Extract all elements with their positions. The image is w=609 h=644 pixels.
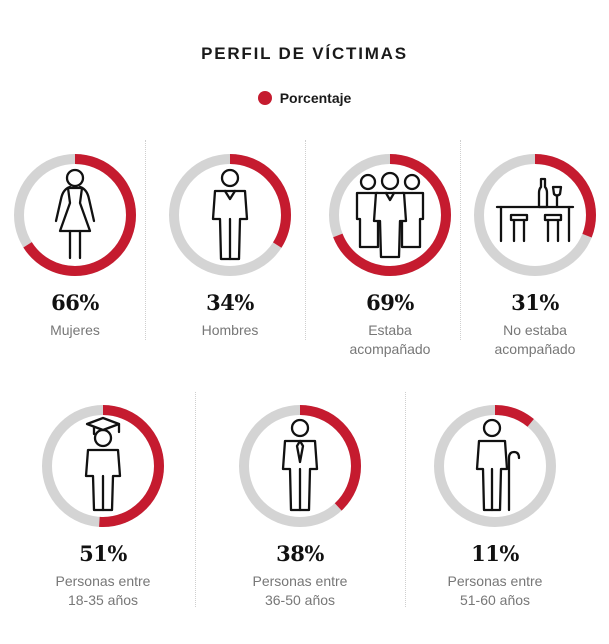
category-label: Mujeres [50, 322, 100, 338]
donut-value-arc [239, 405, 361, 527]
bar-icon [495, 177, 575, 243]
donut-chart [434, 405, 556, 527]
donut-item: 34% Hombres [160, 149, 300, 340]
donut-item: 38% Personas entre 36-50 años [230, 400, 370, 610]
elderly-icon [475, 418, 521, 512]
divider [195, 392, 196, 607]
legend: Porcentaje [0, 90, 609, 106]
percentage-value: 34% [206, 290, 254, 315]
category-label: Personas entre 36-50 años [252, 573, 348, 608]
donut-value-arc [329, 154, 451, 276]
businessman-icon [281, 418, 319, 512]
category-label: Estaba acompañado [349, 322, 431, 357]
divider [405, 392, 406, 607]
donut-chart [239, 405, 361, 527]
woman-icon [54, 168, 96, 260]
donut-item: 31% No estaba acompañado [465, 149, 605, 359]
donut-value-arc [169, 154, 291, 276]
chart-title: PERFIL DE VÍCTIMAS [201, 44, 408, 63]
donut-item: 11% Personas entre 51-60 años [425, 400, 565, 610]
graduate-icon [84, 416, 122, 512]
percentage-value: 51% [79, 541, 127, 566]
donut-item: 69% Estaba acompañado [320, 149, 460, 359]
divider [145, 140, 146, 340]
percentage-value: 31% [511, 290, 559, 315]
category-label: Personas entre 18-35 años [55, 573, 151, 608]
category-label: Hombres [201, 322, 259, 338]
group-icon [355, 171, 425, 259]
donut-chart [169, 154, 291, 276]
donut-value-arc [14, 154, 136, 276]
donut-chart [14, 154, 136, 276]
donut-track [434, 405, 556, 527]
donut-item: 51% Personas entre 18-35 años [33, 400, 173, 610]
donut-chart [474, 154, 596, 276]
donut-value-arc [474, 154, 596, 276]
percentage-value: 69% [366, 290, 414, 315]
divider [305, 140, 306, 340]
donut-item: 66% Mujeres [5, 149, 145, 340]
percentage-value: 11% [471, 541, 519, 566]
divider [460, 140, 461, 340]
man-icon [211, 168, 249, 261]
category-label: Personas entre 51-60 años [447, 573, 543, 608]
donut-chart [329, 154, 451, 276]
donut-value-arc [434, 405, 556, 527]
legend-swatch [257, 91, 272, 105]
category-label: No estaba acompañado [494, 322, 576, 357]
legend-label: Porcentaje [279, 90, 352, 106]
donut-chart [42, 405, 164, 527]
percentage-value: 66% [51, 290, 99, 315]
donut-value-arc [42, 405, 164, 527]
percentage-value: 38% [276, 541, 324, 566]
